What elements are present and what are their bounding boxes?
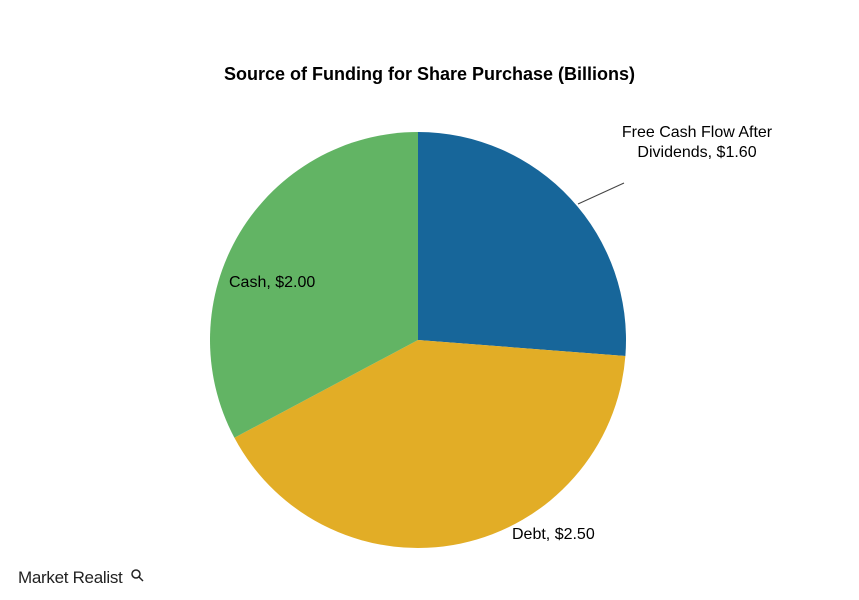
pie-slice — [234, 340, 626, 549]
leader-line — [577, 182, 625, 205]
watermark: Market Realist — [18, 568, 123, 587]
data-label: Cash, $2.00 — [229, 274, 316, 291]
logo-icon — [131, 569, 144, 582]
pie-slice — [210, 132, 418, 438]
data-label: Free Cash Flow After Dividends, $1.60 — [621, 124, 773, 161]
data-label: Debt, $2.50 — [512, 526, 595, 543]
chart-title: Source of Funding for Share Purchase (Bi… — [223, 64, 636, 84]
pie-slice — [418, 132, 626, 357]
